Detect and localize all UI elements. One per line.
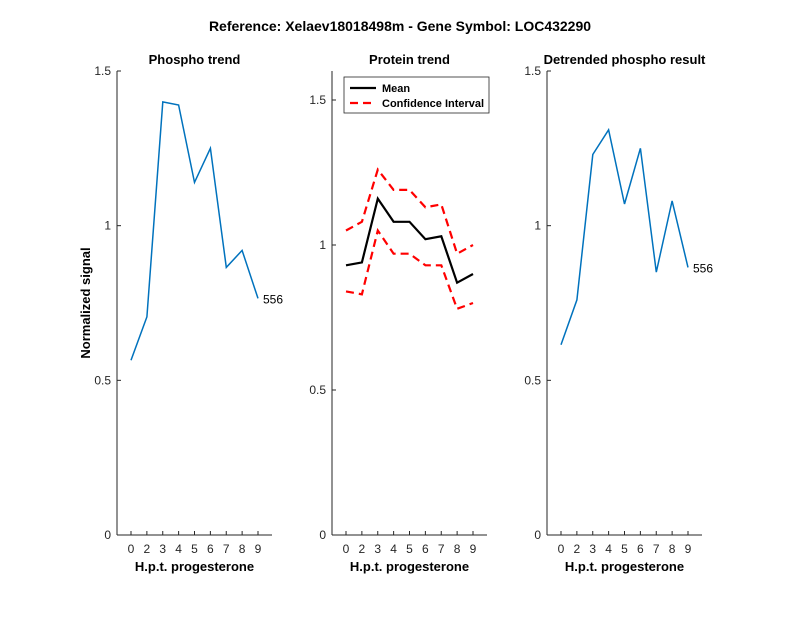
x-tick-label: 3 — [159, 542, 166, 556]
series-line-3 — [345, 227, 474, 311]
legend-entry-1: Mean — [382, 83, 410, 95]
x-tick-label: 8 — [239, 542, 246, 556]
y-tick-label: 1.5 — [309, 93, 326, 107]
x-tick-label: 2 — [144, 542, 151, 556]
x-axis-label: H.p.t. progesterone — [565, 559, 684, 574]
x-tick-label: 2 — [359, 542, 366, 556]
x-tick-label: 9 — [255, 542, 262, 556]
x-tick-label: 0 — [128, 542, 135, 556]
y-tick-label: 0 — [534, 528, 541, 542]
y-tick-label: 0 — [319, 528, 326, 542]
y-tick-label: 0.5 — [94, 373, 111, 387]
y-tick-label: 1 — [534, 219, 541, 233]
x-tick-label: 4 — [390, 542, 397, 556]
panel-title: Protein trend — [369, 52, 450, 67]
x-tick-label: 3 — [374, 542, 381, 556]
y-tick-label: 0.5 — [309, 383, 326, 397]
x-tick-label: 9 — [685, 542, 692, 556]
y-tick-label: 0.5 — [524, 373, 541, 387]
x-tick-label: 7 — [223, 542, 230, 556]
x-tick-label: 5 — [621, 542, 628, 556]
x-axis-label: H.p.t. progesterone — [135, 559, 254, 574]
x-tick-label: 4 — [605, 542, 612, 556]
x-tick-label: 0 — [558, 542, 565, 556]
legend-box — [343, 76, 490, 114]
x-tick-label: 5 — [406, 542, 413, 556]
x-tick-label: 0 — [343, 542, 350, 556]
series-line-1 — [345, 195, 474, 285]
y-tick-label: 1.5 — [94, 64, 111, 78]
x-tick-label: 6 — [422, 542, 429, 556]
figure-title: Reference: Xelaev18018498m - Gene Symbol… — [209, 18, 591, 34]
x-tick-label: 7 — [653, 542, 660, 556]
legend-entry-2: Confidence Interval — [382, 98, 484, 110]
y-tick-label: 1.5 — [524, 64, 541, 78]
legend: Mean Confidence Interval — [343, 76, 490, 114]
series-line-1 — [560, 127, 689, 346]
x-tick-label: 3 — [589, 542, 596, 556]
series-line-2 — [345, 167, 474, 256]
x-tick-label: 7 — [438, 542, 445, 556]
panel-title: Detrended phospho result — [544, 52, 706, 67]
y-tick-label: 1 — [319, 238, 326, 252]
x-tick-label: 6 — [637, 542, 644, 556]
x-tick-label: 4 — [175, 542, 182, 556]
x-tick-label: 2 — [574, 542, 581, 556]
y-tick-label: 1 — [104, 219, 111, 233]
panel-title: Phospho trend — [149, 52, 241, 67]
x-tick-label: 8 — [454, 542, 461, 556]
series-end-annotation: 556 — [263, 292, 283, 306]
x-tick-label: 5 — [191, 542, 198, 556]
x-tick-label: 9 — [470, 542, 477, 556]
x-axis-label: H.p.t. progesterone — [350, 559, 469, 574]
y-axis-label: Normalized signal — [78, 247, 93, 358]
y-tick-label: 0 — [104, 528, 111, 542]
x-tick-label: 6 — [207, 542, 214, 556]
series-line-1 — [130, 101, 259, 361]
series-end-annotation: 556 — [693, 261, 713, 275]
x-tick-label: 8 — [669, 542, 676, 556]
